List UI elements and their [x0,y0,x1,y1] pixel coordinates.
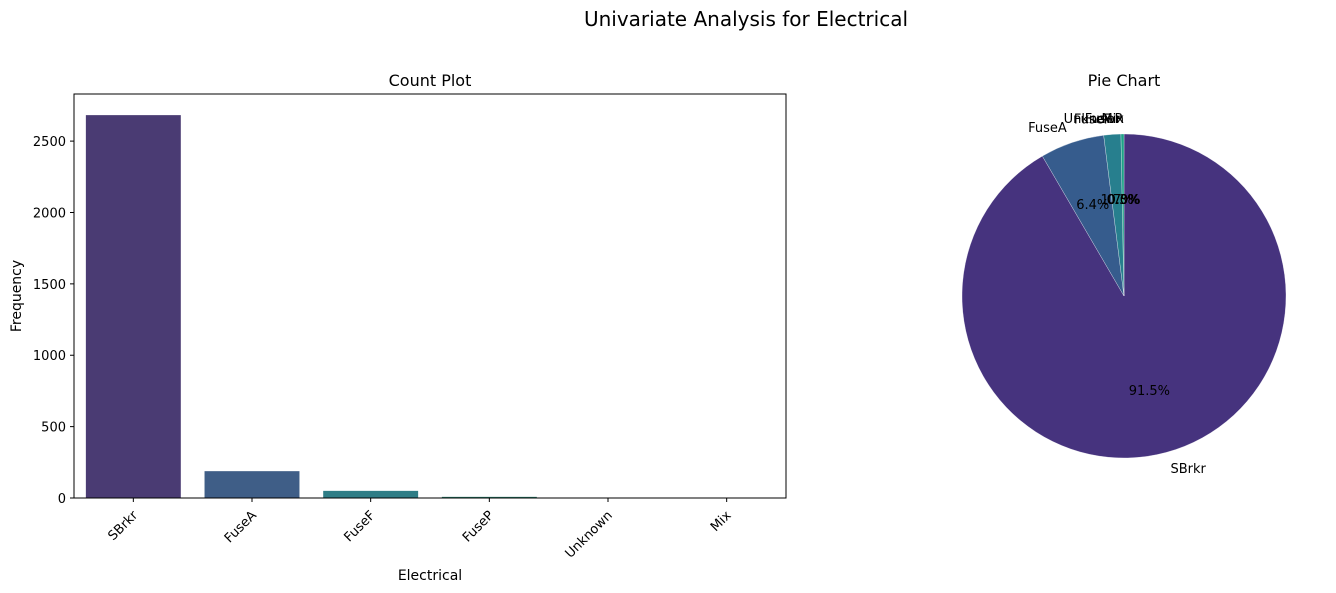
y-axis-ticks: 0 500 1000 1500 2000 2500 [33,135,74,507]
bar-fusep [441,496,537,498]
pie-label-fusea: FuseA [1028,121,1067,136]
pie-slice-fusep [1120,133,1125,297]
x-axis-label: Electrical [398,568,462,584]
pie-chart-title: Pie Chart [1088,71,1161,90]
x-tick-label: FuseP [460,508,497,545]
y-tick-label: 0 [58,492,66,507]
bars [85,115,775,498]
x-tick-label: FuseA [222,508,260,546]
y-tick-label: 2000 [33,206,66,221]
x-tick-label: Unknown [563,508,616,561]
bar-fusef [323,490,419,498]
figure-suptitle: Univariate Analysis for Electrical [584,7,908,31]
x-tick-label: SBrkr [106,508,142,544]
pie-label-sbrkr: SBrkr [1171,462,1207,477]
x-tick-label: Mix [708,508,735,535]
count-plot: Count Plot 0 500 1000 1500 2000 2500 SBrkr Fus… [9,71,787,584]
pie-chart: Pie Chart SBrkr FuseA FuseFFusePUnknownMix… [961,71,1287,477]
bar-fusea [204,471,300,498]
pie-label-fusef: FuseF [1074,112,1111,127]
pie-slices [961,133,1287,459]
pie-percent-labels: 91.5%6.4%1.7%0.3%0.0%0.0% [1076,193,1170,399]
pie-percent-fusef: 1.7% [1100,193,1133,208]
plot-frame [73,93,787,499]
pie-percent-fusep: 0.3% [1107,193,1140,208]
y-tick-label: 500 [41,421,66,436]
x-tick-label: FuseF [342,508,379,545]
y-axis-label: Frequency [9,260,25,332]
pie-label-unknown: Unknown [1064,112,1124,127]
x-axis-ticks: SBrkr FuseA FuseF FuseP Unknown Mix [106,498,735,562]
pie-label-mix: Mix [1101,112,1124,127]
y-tick-label: 1000 [33,349,66,364]
pie-label-fusep: FuseP [1085,112,1123,127]
y-tick-label: 2500 [33,135,66,150]
pie-percent-unknown: 0.0% [1107,193,1140,208]
bar-sbrkr [85,115,181,498]
pie-percent-sbrkr: 91.5% [1129,384,1170,399]
y-tick-label: 1500 [33,278,66,293]
pie-percent-mix: 0.0% [1107,193,1140,208]
count-plot-title: Count Plot [389,71,472,90]
pie-percent-fusea: 6.4% [1076,198,1109,213]
